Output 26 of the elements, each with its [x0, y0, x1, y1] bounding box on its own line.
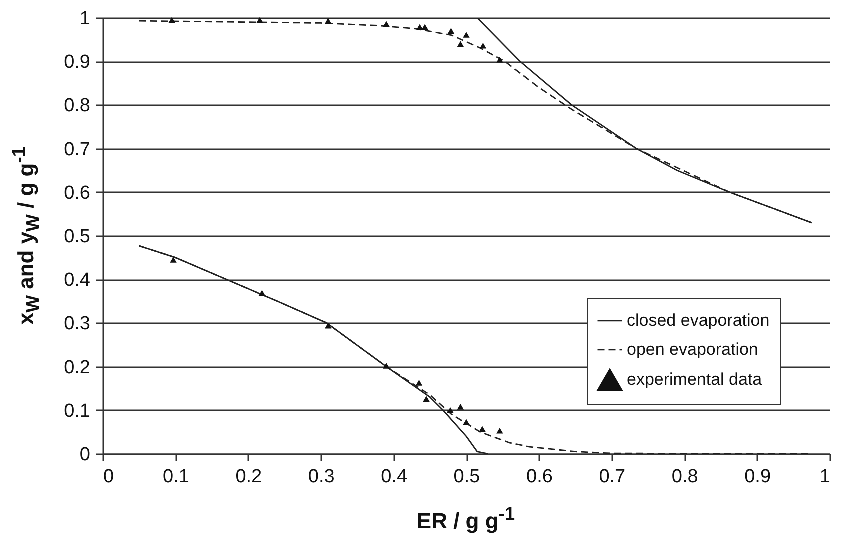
x-tick-label: 1 [820, 466, 830, 488]
legend-label: open evaporation [627, 340, 758, 359]
x-tick-label: 0.4 [381, 466, 408, 488]
y-tick-label: 0 [80, 444, 90, 466]
y-tick-label: 0.3 [64, 314, 90, 335]
y-tick-label: 0.7 [64, 139, 90, 160]
x-tick-label: 0.2 [236, 466, 262, 488]
y-tick-label: 0.2 [64, 357, 90, 378]
legend-label: closed evaporation [627, 311, 770, 330]
x-tick-label: 0.8 [672, 466, 698, 488]
y-tick-label: 0.1 [64, 400, 90, 422]
x-tick-label: 0.6 [526, 466, 553, 488]
x-tick-label: 0.9 [744, 466, 772, 488]
x-tick-label: 0.1 [162, 466, 190, 488]
y-tick-label: 1 [80, 8, 90, 30]
x-tick-label: 0.3 [308, 466, 335, 488]
x-tick-label: 0 [104, 466, 114, 488]
legend-label: experimental data [627, 370, 763, 389]
x-axis-title: ER / g g$^{-1}$ [416, 503, 516, 534]
y-tick-label: 0.4 [64, 270, 91, 292]
y-tick-label: 0.6 [64, 182, 90, 204]
y-tick-label: 0.8 [64, 96, 90, 117]
x-tick-label: 0.5 [454, 466, 480, 488]
y-tick-label: 0.5 [64, 226, 90, 248]
x-tick-label: 0.7 [599, 466, 626, 488]
y-tick-label: 0.9 [64, 52, 90, 74]
